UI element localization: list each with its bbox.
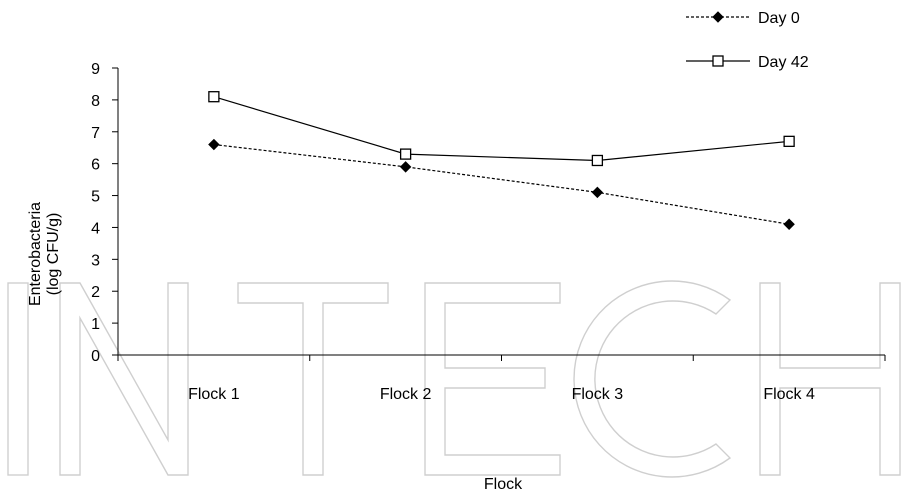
x-tick-label: Flock 2 — [380, 386, 432, 403]
data-point — [399, 161, 412, 173]
series-line — [213, 143, 790, 225]
y-axis-title-line: Enterobacteria — [27, 202, 44, 306]
legend-label: Day 0 — [758, 10, 800, 27]
x-tick-label: Flock 4 — [763, 386, 815, 403]
y-tick-label: 2 — [91, 284, 100, 301]
legend-marker — [712, 11, 724, 23]
y-tick-label: 7 — [91, 125, 100, 142]
series-line — [213, 96, 790, 162]
x-tick-label: Flock 3 — [572, 386, 624, 403]
y-axis-title: Enterobacteria(log CFU/g) — [27, 202, 62, 306]
data-point — [783, 218, 795, 230]
y-tick-label: 5 — [91, 189, 100, 206]
y-tick-label: 1 — [91, 316, 100, 333]
y-tick-label: 9 — [91, 61, 100, 78]
x-tick-label: Flock 1 — [188, 386, 240, 403]
data-point — [591, 186, 604, 199]
data-point — [208, 91, 220, 103]
series-1 — [208, 91, 795, 167]
y-tick-label: 8 — [91, 93, 100, 110]
intech-watermark — [7, 280, 901, 478]
y-tick-label: 0 — [91, 348, 100, 365]
legend-item: Day 0 — [686, 10, 800, 27]
series-layer — [208, 91, 795, 230]
y-tick-label: 4 — [91, 220, 100, 237]
y-tick-label: 6 — [91, 157, 100, 174]
axes: 0 1 2 3 4 5 6 7 8 9 Flock 1 Flock 2 Flock 3 Flock 4 — [91, 61, 886, 403]
y-axis-title-line: (log CFU/g) — [45, 213, 62, 296]
x-axis-title: Flock — [484, 476, 523, 493]
legend-item: Day 42 — [686, 54, 809, 71]
legend-label: Day 42 — [758, 54, 809, 71]
series-0 — [208, 138, 795, 230]
y-tick-label: 3 — [91, 252, 100, 269]
labels-layer: Flock Enterobacteria(log CFU/g) — [27, 202, 523, 493]
data-point — [208, 138, 220, 151]
data-point — [783, 135, 795, 147]
legend-marker — [712, 55, 724, 67]
data-point — [591, 154, 604, 167]
legend: Day 0 Day 42 — [686, 10, 809, 71]
data-point — [399, 148, 412, 160]
